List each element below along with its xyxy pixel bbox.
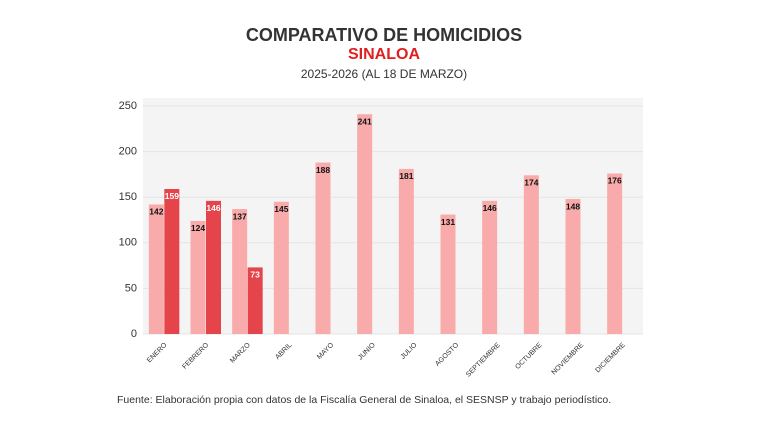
x-tick-label: MARZO: [229, 341, 252, 364]
value-label: 176: [608, 176, 622, 186]
bar: [607, 173, 623, 334]
chart-subtitle: SINALOA: [348, 46, 420, 63]
value-label: 137: [233, 211, 247, 221]
bar: [190, 220, 206, 334]
bar: [398, 168, 414, 334]
value-label: 148: [566, 201, 580, 211]
bar: [440, 214, 456, 334]
x-tick-label: ENERO: [146, 341, 169, 364]
chart-title: COMPARATIVO DE HOMICIDIOS: [246, 25, 522, 45]
value-label: 181: [399, 171, 413, 181]
x-tick-label: AGOSTO: [434, 341, 460, 367]
bar: [247, 267, 263, 334]
value-label: 159: [165, 191, 179, 201]
x-tick-label: JULIO: [400, 341, 419, 360]
plot-area: [143, 98, 643, 334]
x-tick-label: FEBRERO: [181, 341, 210, 370]
y-tick-label: 150: [119, 191, 137, 203]
y-tick-label: 0: [131, 328, 137, 340]
source-note: Fuente: Elaboración propia con datos de …: [117, 394, 611, 406]
bar: [523, 175, 539, 334]
value-label: 124: [191, 223, 205, 233]
value-label: 73: [250, 270, 260, 280]
bar: [206, 200, 221, 334]
x-tick-label: NOVIEMBRE: [551, 342, 586, 377]
bar: [164, 188, 180, 334]
value-label: 174: [524, 178, 538, 188]
y-tick-label: 100: [119, 237, 137, 249]
x-tick-label: ABRIL: [274, 342, 293, 361]
value-label: 131: [441, 217, 455, 227]
bar: [482, 200, 498, 334]
value-label: 146: [483, 203, 497, 213]
x-tick-label: OCTUBRE: [514, 342, 543, 371]
x-tick-label: SEPTIEMBRE: [465, 342, 502, 379]
bar: [357, 114, 373, 334]
y-tick-label: 200: [119, 146, 137, 158]
bar: [273, 201, 289, 334]
bar: [148, 204, 164, 334]
bar: [232, 209, 248, 334]
chart-period: 2025-2026 (AL 18 DE MARZO): [301, 67, 467, 81]
value-label: 188: [316, 165, 330, 175]
y-tick-label: 250: [119, 100, 137, 112]
x-tick-label: DICIEMBRE: [594, 342, 627, 375]
value-label: 241: [358, 116, 372, 126]
x-tick-label: MAYO: [316, 341, 336, 361]
bar: [315, 162, 331, 334]
bar: [565, 199, 581, 334]
value-label: 146: [206, 203, 220, 213]
y-tick-label: 50: [125, 282, 137, 294]
x-tick-label: JUNIO: [357, 341, 377, 361]
value-label: 145: [274, 204, 288, 214]
value-label: 142: [149, 207, 163, 217]
